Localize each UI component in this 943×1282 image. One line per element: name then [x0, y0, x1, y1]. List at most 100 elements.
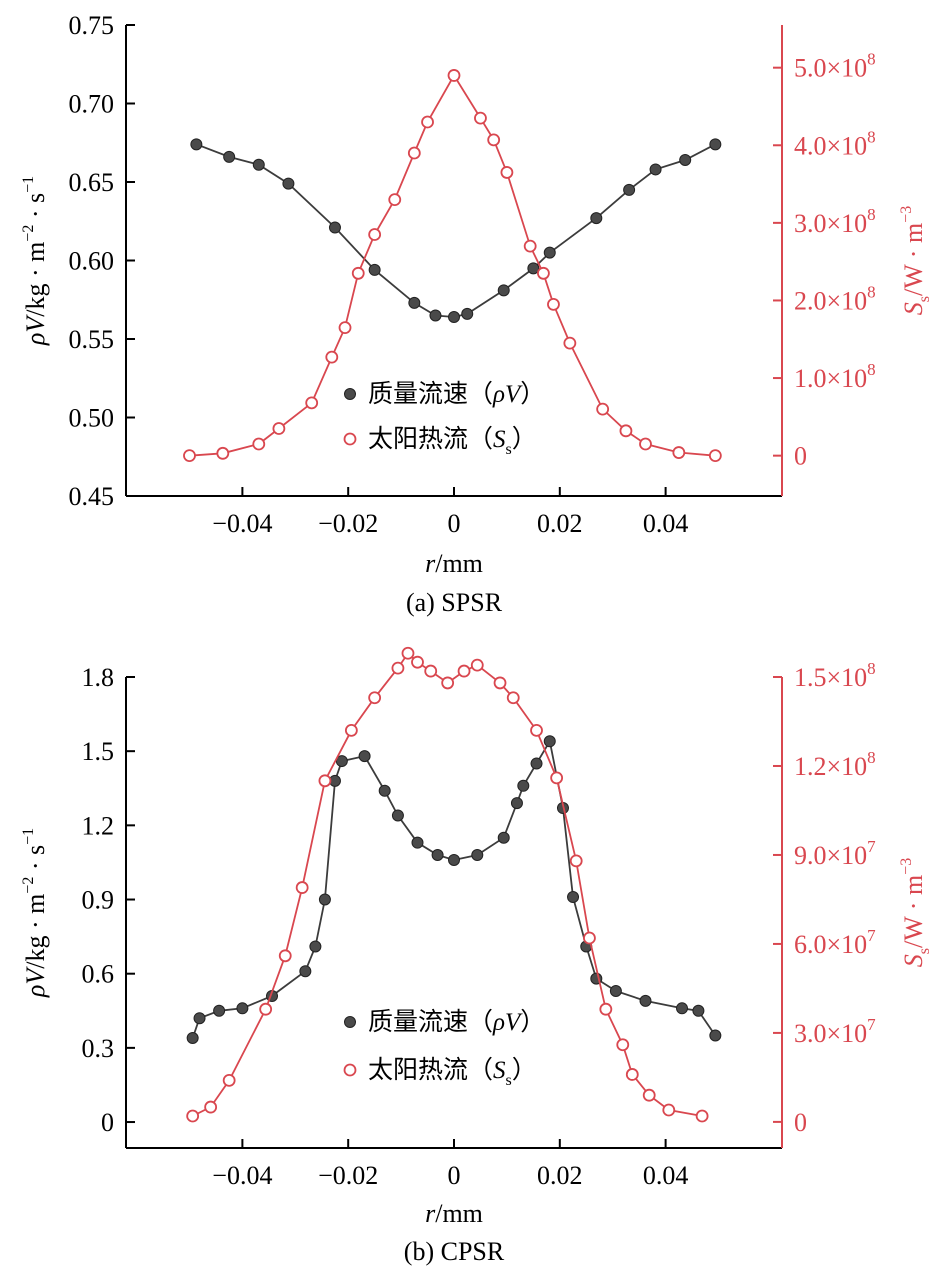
x-tick-label: −0.02 [318, 1161, 378, 1190]
data-point-mass-flux [543, 735, 556, 748]
data-point-solar-flux [470, 658, 484, 672]
x-axis-title: r/mm [425, 549, 483, 578]
data-point-solar-flux [487, 133, 501, 147]
data-point-solar-flux [388, 193, 402, 206]
y-left-tick-label: 0.9 [82, 886, 115, 915]
data-point-solar-flux [368, 691, 382, 705]
x-tick-label: 0.04 [643, 1161, 689, 1190]
data-point-mass-flux [252, 158, 265, 171]
data-point-mass-flux [186, 1031, 199, 1044]
x-tick-label: 0.02 [537, 509, 583, 538]
data-point-mass-flux [461, 307, 474, 320]
x-tick-label: −0.02 [318, 509, 378, 538]
y-right-axis-title: Ss/W · m−3 [898, 206, 933, 315]
x-tick-label: −0.04 [212, 509, 272, 538]
y-right-tick-label: 1.2×108 [794, 748, 876, 781]
data-point-mass-flux [448, 853, 460, 866]
y-left-tick-label: 0 [101, 1108, 114, 1137]
data-point-solar-flux [457, 664, 471, 678]
y-left-tick-label: 0.55 [69, 325, 115, 354]
legend-marker-solar-flux [343, 1063, 357, 1077]
data-point-solar-flux [500, 166, 514, 179]
data-point-solar-flux [325, 350, 339, 364]
data-point-mass-flux [676, 1002, 689, 1015]
data-point-mass-flux [431, 849, 444, 862]
y-right-tick-label: 4.0×108 [794, 127, 876, 160]
y-left-tick-label: 0.65 [69, 168, 115, 197]
data-point-solar-flux [619, 424, 633, 438]
data-point-mass-flux [282, 177, 295, 190]
data-point-mass-flux [623, 183, 636, 196]
y-left-tick-label: 0.60 [69, 247, 115, 276]
data-point-mass-flux [709, 1029, 722, 1042]
data-point-solar-flux [596, 402, 610, 416]
data-point-solar-flux [537, 266, 550, 280]
legend-label: 太阳热流（Ss） [368, 1056, 537, 1089]
data-point-solar-flux [183, 449, 196, 463]
data-point-solar-flux [344, 723, 358, 737]
y-left-tick-label: 0.6 [82, 960, 115, 989]
data-point-mass-flux [193, 1012, 206, 1025]
chart-cpsr: −0.04 −0.02 0 0.02 0.04 0 0.3 0.6 0.9 1.2 1.5 1.8 0 3… [20, 646, 933, 1266]
y-right-axis-title: Ss/W · m−3 [898, 858, 933, 967]
data-point-mass-flux [543, 246, 556, 259]
legend-marker-mass-flux [344, 1016, 356, 1028]
data-point-solar-flux [272, 422, 286, 435]
data-point-solar-flux [563, 336, 577, 350]
data-point-solar-flux [569, 854, 583, 868]
data-point-solar-flux [424, 664, 438, 678]
data-point-mass-flux [692, 1004, 705, 1017]
data-point-mass-flux [590, 212, 603, 225]
data-point-solar-flux [583, 931, 596, 945]
data-point-solar-flux [411, 655, 424, 669]
data-point-mass-flux [649, 163, 662, 176]
data-point-solar-flux [708, 449, 722, 463]
data-point-solar-flux [186, 1109, 200, 1123]
data-point-mass-flux [391, 809, 404, 822]
x-tick-label: 0 [448, 1161, 461, 1190]
data-point-solar-flux [530, 723, 543, 737]
y-right-tick-label: 0 [794, 1108, 807, 1137]
y-right-tick-label: 5.0×108 [794, 50, 876, 83]
legend-label: 质量流速（ρV） [368, 380, 545, 408]
data-point-solar-flux [252, 437, 266, 451]
data-point-solar-flux [672, 446, 686, 459]
x-tick-label: 0.02 [537, 1161, 583, 1190]
y-left-tick-label: 1.5 [82, 737, 115, 766]
data-point-mass-flux [497, 831, 510, 844]
data-point-solar-flux [662, 1103, 676, 1117]
data-point-solar-flux [441, 676, 455, 690]
y-left-axis-title: ρV/kg · m−2 · s−1 [20, 176, 50, 346]
data-point-mass-flux [567, 891, 580, 904]
data-point-mass-flux [190, 138, 203, 151]
data-point-mass-flux [368, 263, 381, 276]
data-point-solar-flux [216, 446, 230, 460]
data-point-mass-flux [530, 757, 543, 770]
y-right-tick-label: 0 [794, 442, 807, 471]
data-point-solar-flux [318, 774, 332, 788]
y-right-tick-label: 1.0×108 [794, 360, 876, 393]
chart-spsr: −0.04 −0.02 0 0.02 0.04 0.45 0.50 0.55 0.60 0.65 0… [20, 11, 933, 617]
y-left-tick-label: 0.3 [82, 1034, 115, 1063]
y-left-axis-title: ρV/kg · m−2 · s−1 [20, 828, 50, 998]
data-point-solar-flux [351, 266, 365, 280]
x-tick-label: 0 [448, 509, 461, 538]
data-point-mass-flux [299, 965, 312, 978]
data-point-solar-flux [204, 1100, 218, 1114]
data-point-solar-flux [338, 321, 352, 335]
y-right-tick-label: 2.0×108 [794, 282, 876, 315]
y-right-tick-label: 3.0×108 [794, 205, 876, 238]
data-point-mass-flux [213, 1004, 226, 1017]
data-point-solar-flux [407, 146, 421, 160]
legend-label: 太阳热流（Ss） [368, 425, 537, 458]
x-axis-title: r/mm [425, 1199, 483, 1228]
data-point-solar-flux [642, 1088, 656, 1102]
data-point-mass-flux [709, 138, 722, 151]
y-right-tick-label: 6.0×107 [794, 926, 876, 959]
data-point-solar-flux [474, 111, 487, 125]
data-point-mass-flux [448, 311, 460, 324]
chart-caption: (a) SPSR [406, 588, 503, 617]
data-point-mass-flux [309, 940, 322, 953]
data-point-mass-flux [429, 309, 442, 322]
